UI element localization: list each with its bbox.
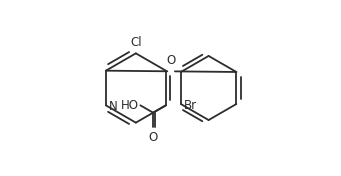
Text: O: O [148, 131, 158, 143]
Text: N: N [109, 100, 118, 113]
Text: Cl: Cl [130, 36, 142, 49]
Text: O: O [166, 54, 176, 67]
Text: HO: HO [121, 99, 139, 112]
Text: Br: Br [183, 99, 196, 112]
